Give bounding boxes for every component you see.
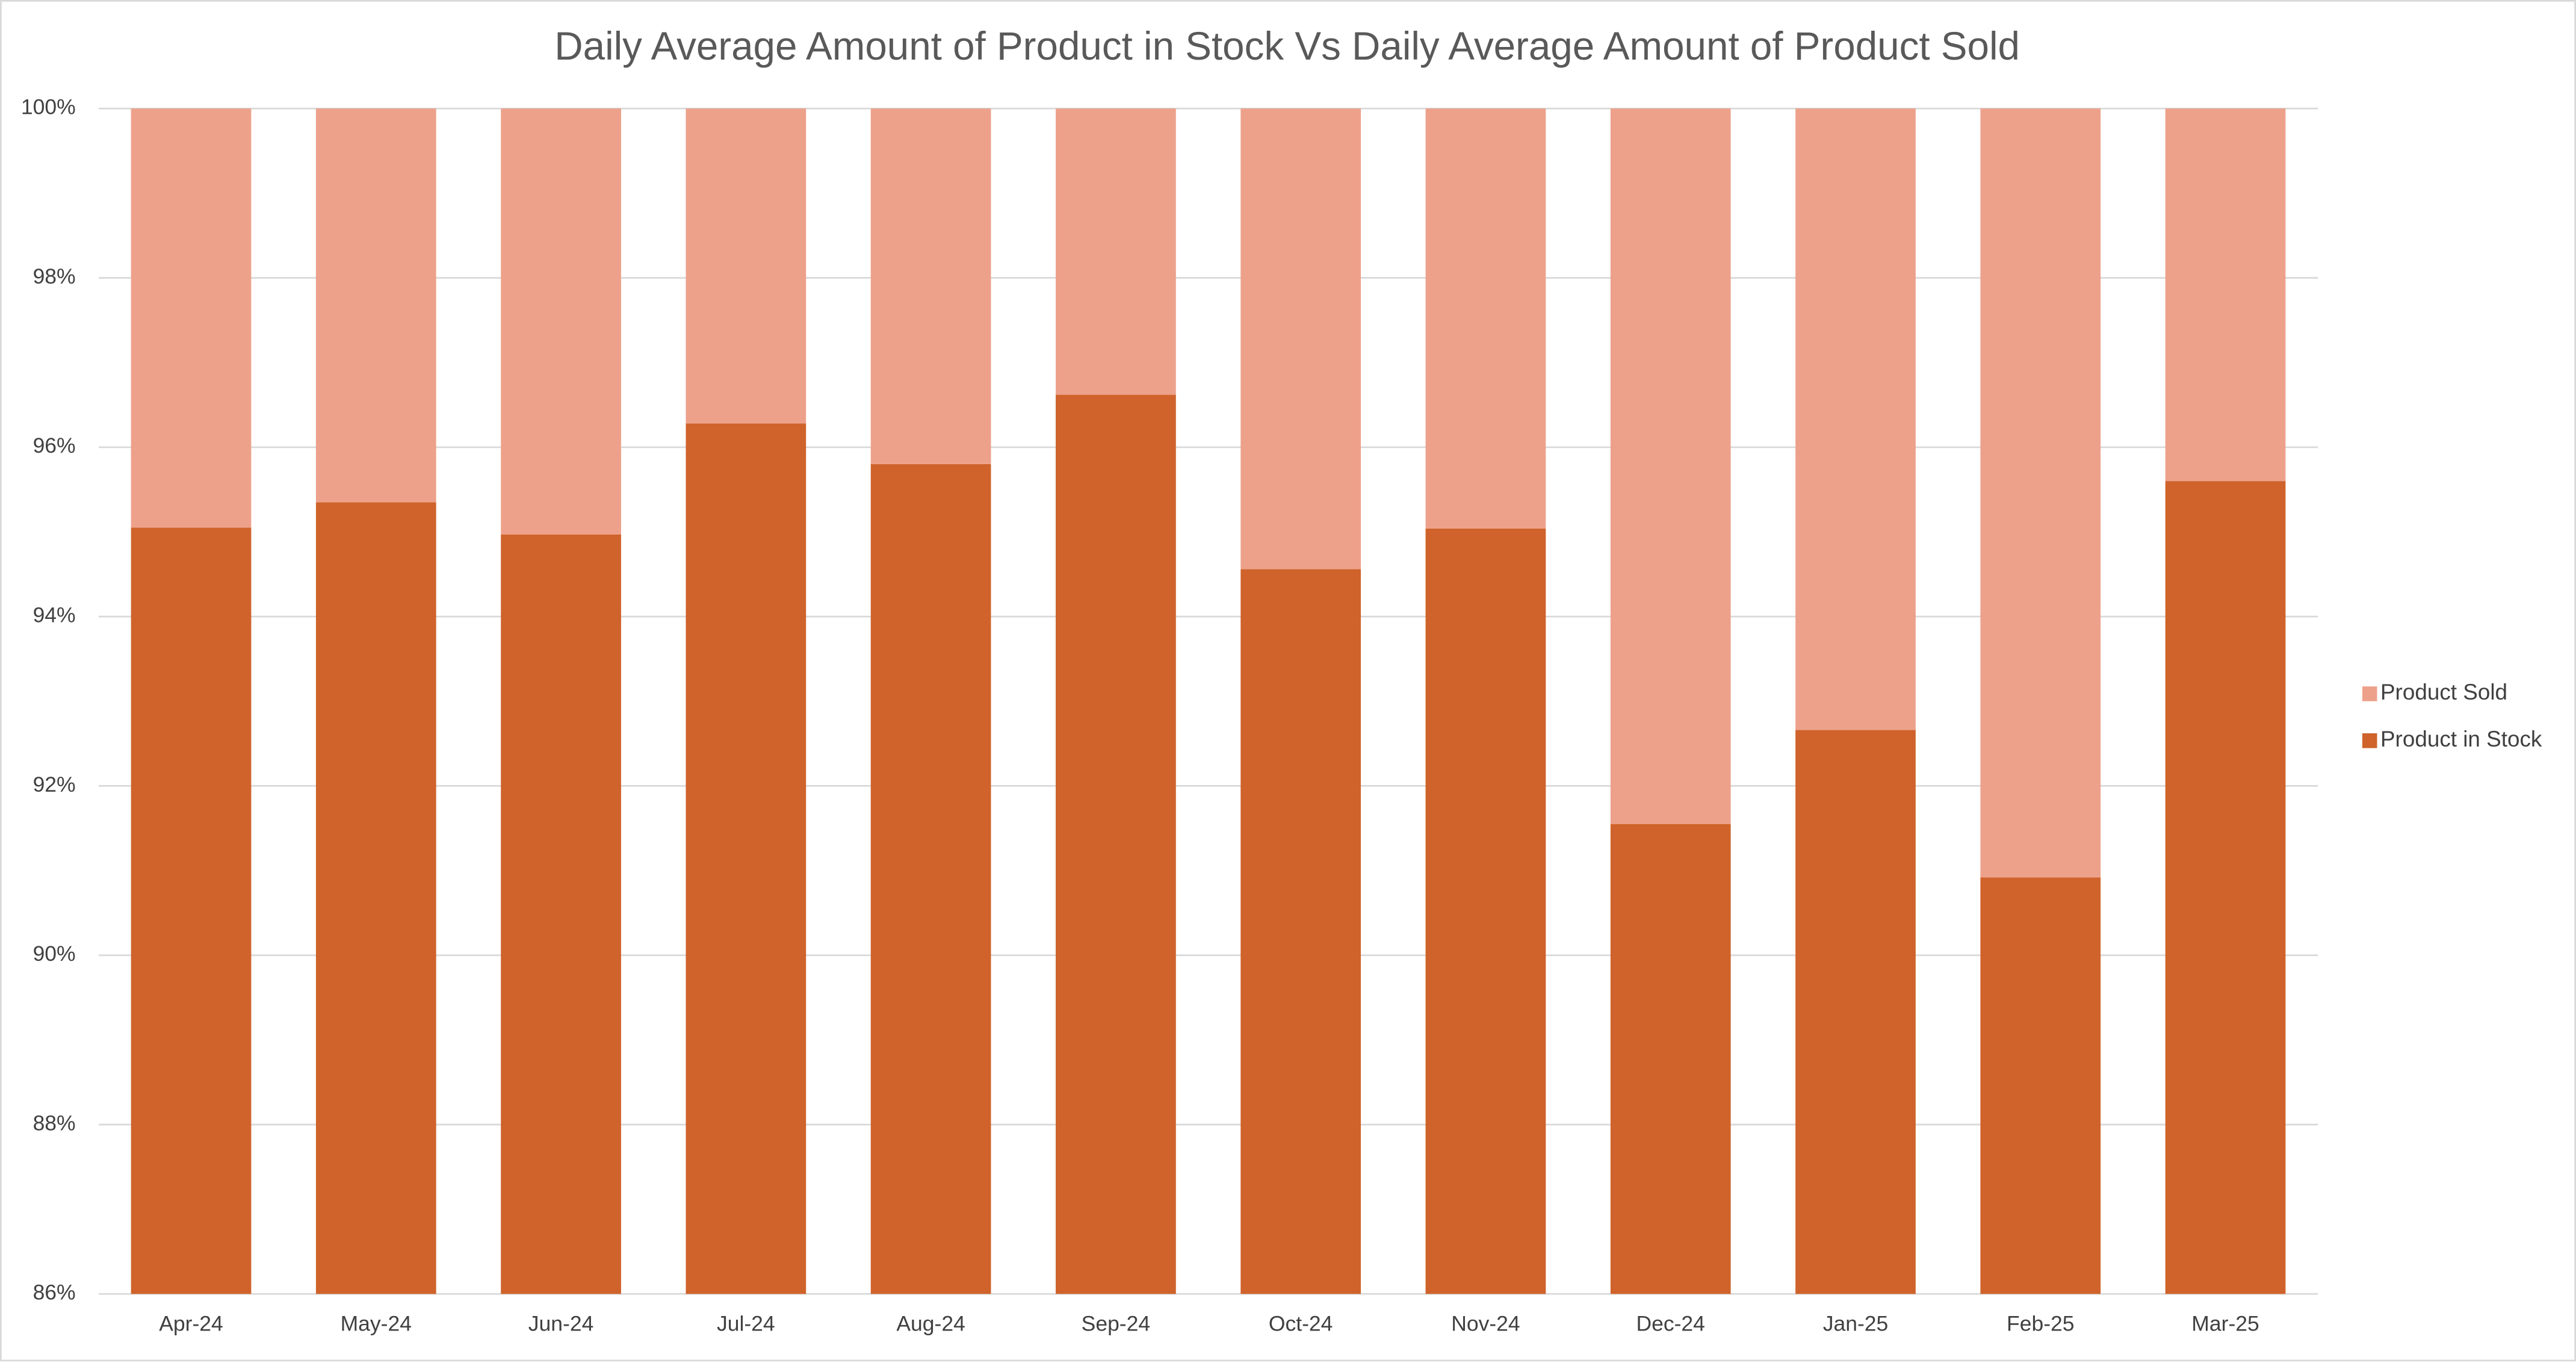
x-tick-label: Jun-24 xyxy=(528,1312,594,1336)
x-tick-label: Jan-25 xyxy=(1823,1312,1889,1336)
bar-segment xyxy=(1980,108,2101,878)
bar-segment xyxy=(2165,481,2286,1294)
y-tick-label: 88% xyxy=(33,1111,76,1135)
bar-segment xyxy=(870,464,991,1294)
y-tick-label: 92% xyxy=(33,772,76,796)
x-tick-label: Oct-24 xyxy=(1269,1312,1333,1336)
bar-segment xyxy=(315,502,436,1294)
bar-segment xyxy=(1240,108,1361,570)
legend-label: Product in Stock xyxy=(2380,727,2542,751)
bar-segment xyxy=(131,527,252,1294)
bar-segment xyxy=(501,534,621,1294)
bar-segment xyxy=(1056,394,1176,1294)
bar-segment xyxy=(1795,730,1916,1294)
legend-swatch xyxy=(2362,686,2377,701)
bar-segment xyxy=(315,108,436,503)
bar-segment xyxy=(1795,108,1916,730)
x-tick-label: Jul-24 xyxy=(717,1312,775,1336)
x-tick-label: Aug-24 xyxy=(896,1312,965,1336)
bar-segment xyxy=(1240,569,1361,1294)
bar-segment xyxy=(686,108,807,424)
x-tick-label: Apr-24 xyxy=(159,1312,223,1336)
y-tick-label: 98% xyxy=(33,264,76,288)
y-tick-label: 86% xyxy=(33,1281,76,1305)
legend-label: Product Sold xyxy=(2380,680,2507,704)
bar-segment xyxy=(1610,824,1731,1294)
x-tick-label: Sep-24 xyxy=(1082,1312,1150,1336)
y-tick-label: 94% xyxy=(33,603,76,627)
bar-segment xyxy=(2165,108,2286,482)
bar-segment xyxy=(1056,108,1176,395)
chart-title: Daily Average Amount of Product in Stock… xyxy=(554,24,2020,68)
bar-segment xyxy=(501,108,621,535)
bar-segment xyxy=(1980,877,2101,1294)
x-tick-label: Dec-24 xyxy=(1636,1312,1704,1336)
y-tick-label: 96% xyxy=(33,433,76,458)
bar-segment xyxy=(686,423,807,1294)
x-tick-label: Mar-25 xyxy=(2191,1312,2259,1336)
y-tick-label: 100% xyxy=(21,95,76,119)
bar-segment xyxy=(1610,108,1731,824)
bar-segment xyxy=(870,108,991,464)
bar-segment xyxy=(1425,108,1546,529)
bar-segment xyxy=(1425,528,1546,1294)
x-tick-label: Feb-25 xyxy=(2007,1312,2074,1336)
legend-swatch xyxy=(2362,733,2377,748)
y-tick-label: 90% xyxy=(33,942,76,966)
x-tick-label: May-24 xyxy=(341,1312,412,1336)
bar-segment xyxy=(131,108,252,528)
x-tick-label: Nov-24 xyxy=(1451,1312,1520,1336)
